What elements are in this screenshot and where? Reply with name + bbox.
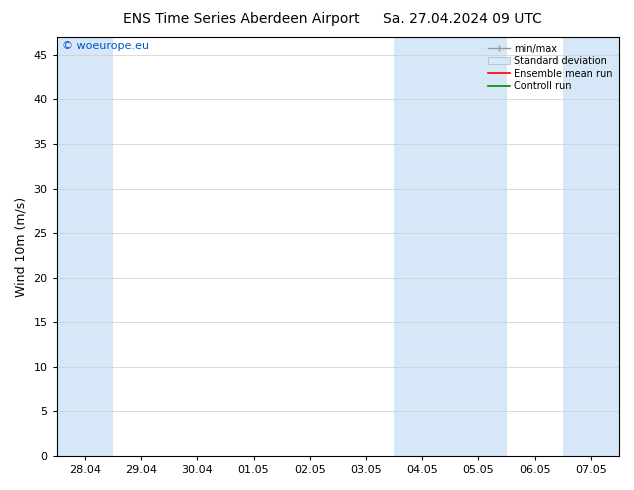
Legend: min/max, Standard deviation, Ensemble mean run, Controll run: min/max, Standard deviation, Ensemble me… bbox=[486, 42, 614, 93]
Bar bbox=[394, 37, 507, 456]
Bar bbox=[563, 37, 619, 456]
Text: © woeurope.eu: © woeurope.eu bbox=[62, 41, 150, 51]
Y-axis label: Wind 10m (m/s): Wind 10m (m/s) bbox=[15, 196, 28, 296]
Bar bbox=[56, 37, 113, 456]
Text: Sa. 27.04.2024 09 UTC: Sa. 27.04.2024 09 UTC bbox=[384, 12, 542, 26]
Text: ENS Time Series Aberdeen Airport: ENS Time Series Aberdeen Airport bbox=[122, 12, 359, 26]
